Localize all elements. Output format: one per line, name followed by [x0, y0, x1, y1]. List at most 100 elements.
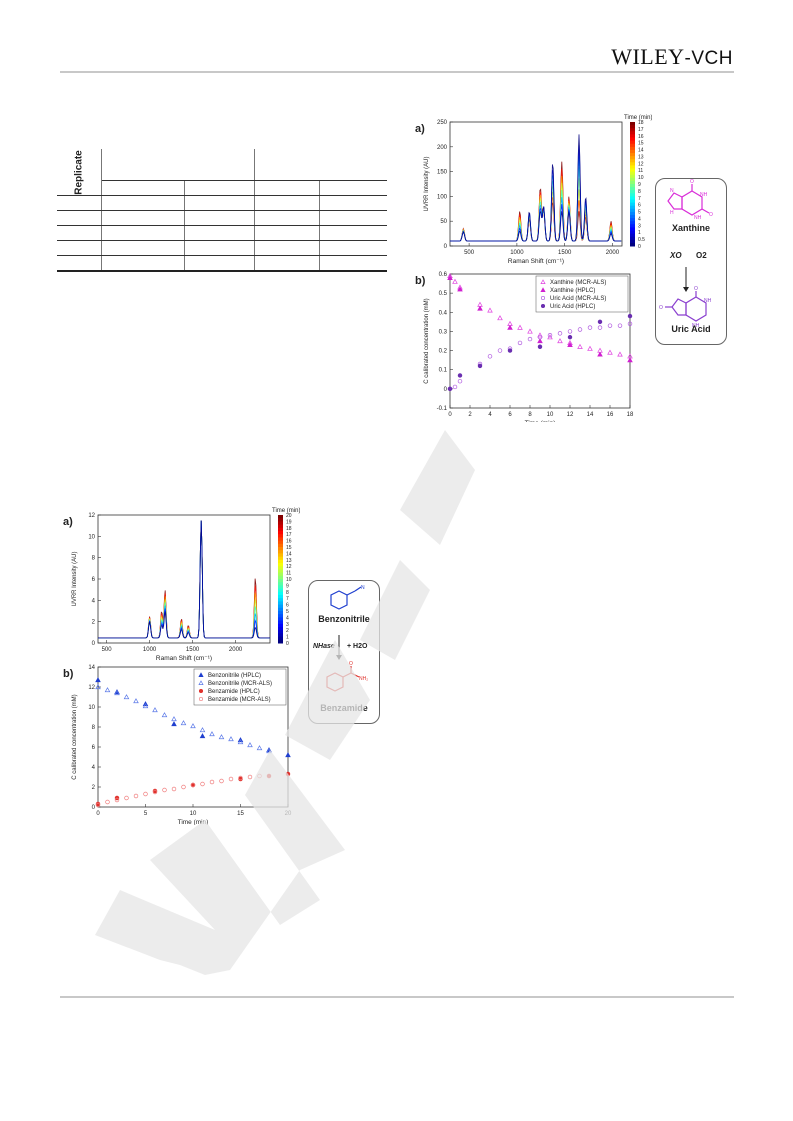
colorbar-segment — [630, 149, 635, 154]
x-axis-label: Raman Shift (cm⁻¹) — [156, 655, 212, 662]
colorbar-segment — [630, 128, 635, 132]
data-point — [457, 286, 463, 292]
colorbar-segment — [278, 553, 283, 558]
legend-label: Benzonitrile (MCR-ALS) — [208, 681, 272, 687]
data-point — [507, 348, 513, 353]
spectrum-line — [98, 520, 270, 639]
y-tick-label: 10 — [88, 534, 95, 540]
y-tick-label: 0.3 — [439, 329, 448, 335]
table-group-header — [101, 149, 256, 181]
x-axis-label: Time (min) — [178, 819, 209, 825]
table-subheader — [101, 180, 185, 197]
x-tick-label: 5 — [144, 811, 148, 817]
colorbar-segment — [630, 190, 635, 194]
data-point — [152, 707, 158, 713]
plot-frame — [97, 514, 271, 644]
table-row — [57, 210, 387, 226]
y-axis-label: UVRR Intensity (AU) — [72, 551, 78, 606]
data-point — [180, 720, 187, 726]
colorbar-tick-label: 13 — [638, 154, 644, 160]
colorbar-segment — [278, 515, 283, 519]
colorbar-segment — [278, 591, 283, 596]
data-point — [198, 680, 204, 685]
y-tick-label: 4 — [92, 765, 96, 771]
data-point — [540, 279, 546, 284]
data-point — [285, 752, 291, 758]
colorbar-segment — [278, 617, 283, 622]
colorbar-segment — [630, 233, 635, 238]
svg-text:O: O — [659, 305, 663, 311]
colorbar-segment — [278, 630, 283, 634]
colorbar-segment — [278, 588, 283, 593]
legend-label: Uric Acid (HPLC) — [550, 304, 595, 310]
colorbar-title: Time (min) — [272, 508, 300, 514]
svg-text:NH: NH — [704, 298, 712, 304]
colorbar-tick-label: 1 — [286, 635, 289, 641]
colorbar-segment — [278, 633, 283, 638]
substrate-label: Benzonitrile — [318, 614, 370, 624]
y-tick-label: 12 — [88, 513, 95, 519]
colorbar-tick-label: 15 — [638, 141, 644, 147]
spectrum-line — [450, 156, 622, 242]
colorbar-tick-label: 18 — [638, 120, 644, 126]
colorbar-segment — [278, 537, 283, 542]
data-point — [161, 712, 168, 718]
x-tick-label: 2000 — [229, 647, 243, 653]
data-point — [517, 340, 523, 346]
colorbar-segment — [278, 566, 283, 570]
data-point — [537, 344, 543, 349]
x-tick-label: 10 — [190, 811, 197, 817]
colorbar-title: Time (min) — [624, 115, 652, 121]
colorbar-segment — [278, 540, 283, 545]
data-point — [123, 694, 130, 700]
colorbar-tick-label: 14 — [638, 148, 644, 154]
colorbar-segment — [278, 601, 283, 606]
table-row — [57, 255, 387, 272]
colorbar-segment — [278, 595, 283, 599]
benzonitrile-scheme: N O NH₂ Benzonitrile NHase + H2O Benzamid… — [308, 580, 380, 724]
replicate-header: Replicate — [57, 149, 103, 196]
y-tick-label: 250 — [437, 120, 448, 126]
data-point — [557, 338, 563, 344]
data-point — [105, 799, 110, 805]
legend-label: Benzamide (HPLC) — [208, 689, 260, 695]
plot-frame — [449, 121, 623, 247]
legend-label: Benzamide (MCR-ALS) — [208, 697, 271, 703]
colorbar-tick-label: 16 — [286, 539, 292, 545]
y-axis-label: C calibrated concentration (mM) — [72, 694, 78, 779]
data-point — [142, 703, 149, 709]
data-point — [597, 325, 603, 330]
y-tick-label: 0.1 — [439, 368, 448, 374]
colorbar-tick-label: 3 — [638, 223, 641, 229]
colorbar-tick-label: 2 — [286, 628, 289, 634]
data-point — [247, 742, 253, 748]
y-tick-label: 0 — [444, 387, 448, 393]
data-point — [171, 786, 177, 792]
data-point — [198, 672, 204, 677]
colorbar-segment — [630, 215, 635, 219]
colorbar-segment — [278, 579, 283, 583]
x-tick-label: 0 — [448, 412, 452, 418]
colorbar-segment — [630, 165, 635, 169]
y-tick-label: 50 — [440, 219, 447, 225]
colorbar-segment — [630, 180, 635, 185]
colorbar-segment — [630, 162, 635, 166]
svg-text:NH: NH — [692, 323, 700, 329]
colorbar-segment — [278, 604, 283, 609]
y-axis-label: UVRR Intensity (AU) — [424, 156, 430, 211]
colorbar-segment — [278, 547, 283, 551]
colorbar-segment — [630, 146, 635, 151]
spectrum-line — [98, 520, 270, 639]
colorbar-tick-label: 6 — [286, 603, 289, 609]
colorbar-segment — [630, 242, 635, 247]
colorbar-segment — [630, 156, 635, 160]
x-tick-label: 1500 — [558, 250, 572, 256]
svg-text:O: O — [690, 179, 694, 185]
data-point — [567, 329, 573, 334]
legend-label: Benzonitrile (HPLC) — [208, 673, 261, 679]
data-point — [537, 334, 543, 340]
data-point — [181, 784, 186, 790]
data-point — [497, 315, 503, 321]
colorbar-segment — [278, 627, 283, 631]
data-point — [607, 349, 613, 355]
